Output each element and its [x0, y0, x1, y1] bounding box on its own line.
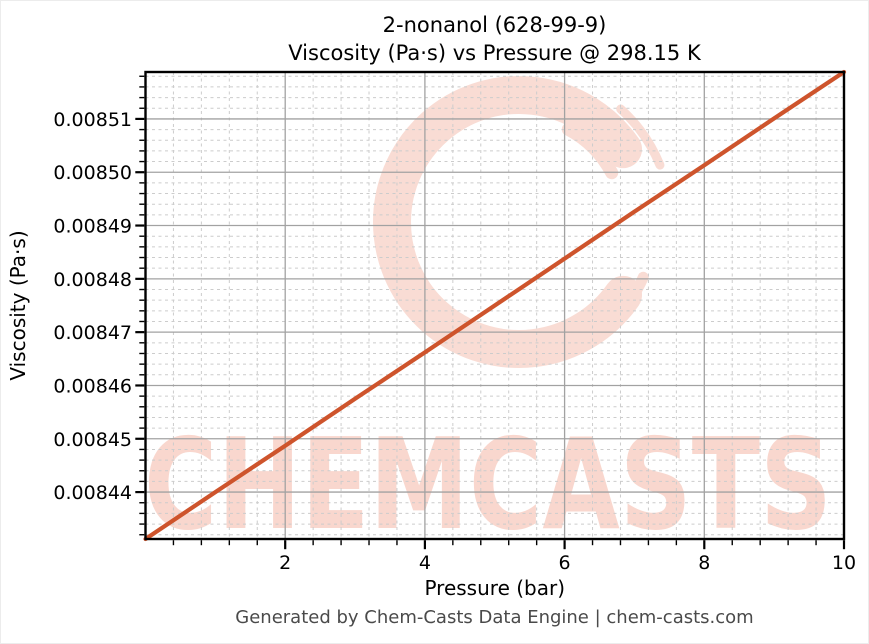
y-tick-label: 0.00849 [53, 216, 132, 238]
y-tick-label: 0.00850 [53, 162, 132, 184]
axes-spines [144, 70, 846, 541]
x-tick-label: 8 [698, 552, 710, 574]
watermark: CHEMCASTS [144, 76, 832, 558]
y-tick-labels: 0.00844 0.00845 0.00846 0.00847 0.00848 0.008… [53, 109, 132, 504]
watermark-ring-stroke [616, 104, 665, 170]
y-tick-label: 0.00844 [53, 482, 132, 504]
chart-title: 2-nonanol (628-99-9) Viscosity (Pa·s) vs… [145, 11, 844, 67]
watermark-ring-stroke [373, 76, 643, 368]
footer-credit: Generated by Chem-Casts Data Engine | ch… [235, 607, 754, 628]
x-tick-label: 10 [832, 552, 856, 574]
x-axis-label: Pressure (bar) [424, 576, 565, 600]
y-tick-label: 0.00845 [53, 429, 132, 451]
viscosity-line-series [143, 69, 847, 542]
y-tick-label: 0.00847 [53, 322, 132, 344]
grid-major [145, 72, 845, 539]
chart-title-line1: 2-nonanol (628-99-9) [382, 13, 607, 37]
y-tick-label: 0.00848 [53, 269, 132, 291]
watermark-text: CHEMCASTS [144, 411, 832, 558]
x-tick-label: 2 [279, 552, 291, 574]
watermark-ring-stroke [597, 271, 649, 335]
x-tick-label: 4 [419, 552, 431, 574]
y-tick-label: 0.00846 [53, 375, 132, 397]
y-tick-label: 0.00851 [53, 109, 132, 131]
y-axis-label: Viscosity (Pa·s) [6, 230, 30, 380]
chart-title-line2: Viscosity (Pa·s) vs Pressure @ 298.15 K [288, 41, 701, 65]
watermark-ring-stroke [561, 122, 619, 180]
x-tick-labels: 2 4 6 8 10 [279, 552, 856, 574]
x-tick-label: 6 [559, 552, 571, 574]
axis-ticks [135, 75, 846, 550]
